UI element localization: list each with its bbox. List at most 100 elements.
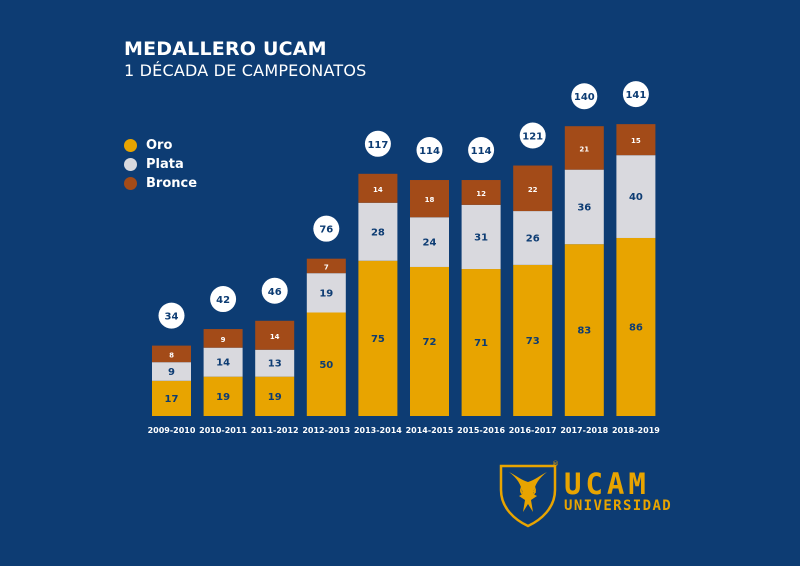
bar-segment-plata: [306, 273, 346, 313]
total-circle: [571, 83, 598, 110]
value-label-bronce: 21: [579, 145, 589, 153]
value-label-oro: 71: [474, 338, 488, 349]
legend-item-plata: Plata: [124, 155, 197, 174]
bar-segment-plata: [513, 211, 553, 265]
bar-segment-bronce: [306, 258, 346, 274]
bar-segment-oro: [358, 260, 398, 416]
x-tick-label: 2016-2017: [509, 426, 557, 435]
x-tick-label: 2011-2012: [251, 426, 299, 435]
total-label: 46: [268, 287, 282, 298]
bar-segment-bronce: [203, 329, 243, 348]
value-label-oro: 73: [526, 336, 540, 347]
value-label-oro: 17: [165, 394, 179, 405]
total-circle: [468, 137, 495, 164]
value-label-plata: 9: [168, 367, 175, 378]
legend-item-bronce: Bronce: [124, 174, 197, 193]
bar-segment-oro: [410, 266, 449, 416]
value-label-plata: 24: [423, 238, 437, 249]
value-label-bronce: 7: [324, 263, 329, 271]
x-tick-label: 2017-2018: [560, 426, 608, 435]
logo-wordmark: UCAM: [564, 467, 650, 501]
value-label-bronce: 22: [528, 186, 538, 194]
x-tick-label: 2018-2019: [612, 426, 660, 435]
bar-segment-plata: [358, 202, 398, 261]
total-label: 34: [165, 312, 179, 323]
bar-segment-oro: [616, 237, 656, 416]
x-tick-label: 2013-2014: [354, 426, 402, 435]
total-circle: [210, 286, 237, 313]
bar-segment-bronce: [255, 320, 295, 350]
bar-segment-plata: [564, 169, 604, 245]
total-label: 140: [574, 92, 595, 103]
ucam-emblem-icon: UCAM: [499, 464, 557, 528]
bar-segment-oro: [513, 264, 553, 416]
bar-segment-plata: [152, 362, 191, 381]
value-label-plata: 31: [474, 232, 488, 243]
value-label-bronce: 9: [221, 336, 226, 344]
total-circle: [519, 122, 546, 149]
value-label-plata: 13: [268, 359, 282, 370]
bar-segment-plata: [461, 204, 501, 270]
logo-subtitle: UNIVERSIDAD: [564, 498, 673, 514]
x-tick-label: 2010-2011: [199, 426, 247, 435]
bar-segment-bronce: [616, 124, 656, 156]
total-label: 114: [419, 146, 440, 157]
legend: Oro Plata Bronce: [124, 136, 197, 193]
value-label-bronce: 14: [373, 186, 383, 194]
registered-mark: ®: [552, 460, 559, 468]
total-label: 117: [367, 140, 388, 151]
chart-subtitle: 1 DÉCADA DE CAMPEONATOS: [124, 61, 367, 80]
total-label: 42: [216, 295, 230, 306]
value-label-plata: 19: [319, 288, 333, 299]
x-tick-label: 2015-2016: [457, 426, 505, 435]
value-label-plata: 26: [526, 233, 540, 244]
value-label-oro: 83: [577, 326, 591, 337]
value-label-plata: 40: [629, 192, 643, 203]
bar-segment-bronce: [358, 173, 398, 203]
legend-label-plata: Plata: [146, 157, 184, 172]
value-label-oro: 75: [371, 334, 385, 345]
legend-swatch-oro: [124, 139, 137, 152]
value-label-oro: 19: [268, 392, 282, 403]
value-label-bronce: 12: [476, 190, 486, 198]
value-label-plata: 14: [216, 358, 230, 369]
total-label: 76: [319, 225, 333, 236]
bar-segment-bronce: [461, 180, 501, 205]
x-tick-label: 2012-2013: [302, 426, 350, 435]
value-label-bronce: 18: [425, 196, 435, 204]
total-label: 121: [522, 132, 543, 143]
value-label-oro: 86: [629, 322, 643, 333]
value-label-plata: 28: [371, 227, 385, 238]
value-label-bronce: 14: [270, 333, 280, 341]
bar-segment-bronce: [152, 345, 191, 363]
legend-item-oro: Oro: [124, 136, 197, 155]
total-circle: [622, 81, 649, 108]
bar-segment-oro: [461, 269, 501, 416]
bar-segment-oro: [203, 376, 243, 416]
value-label-oro: 50: [319, 360, 333, 371]
bar-segment-plata: [255, 349, 295, 377]
bar-segment-oro: [306, 312, 346, 416]
bar-segment-oro: [152, 380, 191, 416]
x-tick-label: 2014-2015: [406, 426, 454, 435]
bar-segment-bronce: [410, 180, 449, 218]
total-circle: [158, 302, 185, 329]
total-label: 114: [471, 146, 492, 157]
value-label-oro: 72: [423, 337, 437, 348]
bar-segment-bronce: [513, 165, 553, 212]
bar-segment-oro: [564, 244, 604, 416]
total-circle: [261, 277, 288, 304]
value-label-plata: 36: [577, 202, 591, 213]
bar-segment-plata: [203, 347, 243, 377]
bar-segment-oro: [255, 376, 295, 416]
chart-title: MEDALLERO UCAM: [124, 38, 327, 60]
bar-segment-bronce: [564, 126, 604, 170]
value-label-bronce: 8: [169, 351, 174, 359]
total-circle: [313, 215, 340, 242]
value-label-oro: 19: [216, 392, 230, 403]
bar-segment-plata: [616, 155, 656, 238]
emblem-text: UCAM: [520, 489, 537, 495]
legend-swatch-bronce: [124, 177, 137, 190]
x-tick-label: 2009-2010: [148, 426, 196, 435]
